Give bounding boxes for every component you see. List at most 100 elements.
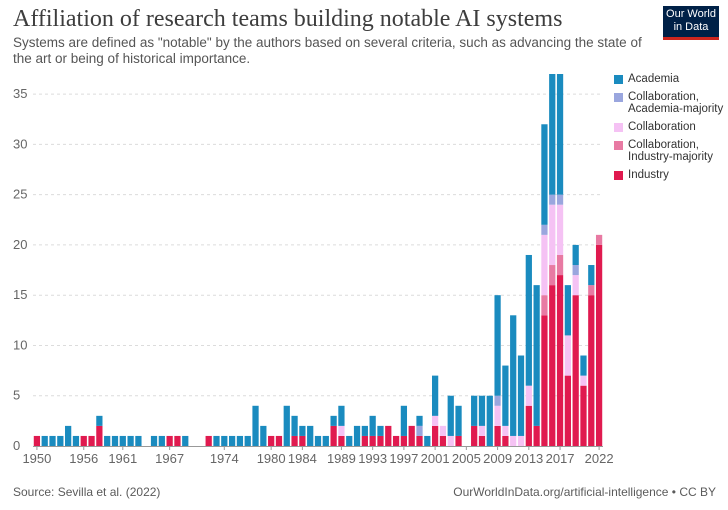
legend-swatch bbox=[614, 93, 623, 102]
bar-segment bbox=[205, 435, 212, 446]
bar-segment bbox=[510, 315, 517, 436]
credit-link[interactable]: OurWorldInData.org/artificial-intelligen… bbox=[453, 485, 716, 499]
bar-segment bbox=[96, 415, 103, 426]
legend-swatch bbox=[614, 123, 623, 132]
bar-segment bbox=[549, 285, 556, 446]
bar-segment bbox=[338, 405, 345, 426]
bar-segment bbox=[104, 435, 111, 446]
bar-segment bbox=[275, 435, 283, 446]
legend-item[interactable]: Industry bbox=[614, 169, 726, 181]
bar-segment bbox=[588, 265, 595, 286]
bar-segment bbox=[580, 355, 587, 376]
bar-segment bbox=[392, 435, 400, 446]
y-tick-label: 10 bbox=[13, 337, 27, 352]
bar-segment bbox=[150, 435, 158, 446]
bar-segment bbox=[299, 435, 306, 446]
bar-segment bbox=[525, 385, 532, 406]
bar-segment bbox=[541, 224, 548, 235]
bar-segment bbox=[338, 435, 345, 446]
bar-segment bbox=[572, 275, 579, 296]
bar-segment bbox=[447, 395, 454, 436]
x-tick-label: 2009 bbox=[483, 451, 512, 466]
bar-segment bbox=[556, 254, 564, 276]
y-tick-label: 0 bbox=[13, 438, 20, 453]
bar-segment bbox=[556, 194, 564, 205]
legend-label: Collaboration bbox=[628, 121, 696, 133]
bar-segment bbox=[260, 425, 267, 446]
bar-segment bbox=[549, 265, 556, 286]
bar-segment bbox=[541, 234, 548, 296]
bar-segment bbox=[377, 435, 384, 446]
bar-segment bbox=[541, 315, 548, 446]
bar-segment bbox=[88, 435, 95, 446]
logo-line-2: in Data bbox=[673, 21, 709, 33]
bar-segment bbox=[33, 435, 41, 446]
bar-segment bbox=[572, 295, 579, 446]
grid-lines bbox=[33, 93, 603, 397]
legend: Academia Collaboration, Academia-majority… bbox=[614, 73, 726, 187]
bar-segment bbox=[439, 425, 447, 436]
x-tick-label: 2017 bbox=[546, 451, 575, 466]
y-tick-label: 30 bbox=[13, 136, 27, 151]
bar-segment bbox=[533, 425, 540, 446]
source-note: Source: Sevilla et al. (2022) bbox=[13, 485, 161, 499]
legend-item[interactable]: Collaboration, Academia-majority bbox=[614, 91, 726, 115]
bar-segment bbox=[541, 124, 548, 225]
bar-segment bbox=[41, 435, 48, 446]
bar-segment bbox=[502, 365, 509, 426]
bar-segment bbox=[221, 435, 228, 446]
x-tick-label: 2001 bbox=[421, 451, 450, 466]
bar-segment bbox=[182, 435, 189, 446]
x-tick-label: 1989 bbox=[327, 451, 356, 466]
chart-title: Affiliation of research teams building n… bbox=[13, 6, 563, 32]
bar-segment bbox=[502, 435, 509, 446]
y-tick-label: 25 bbox=[13, 187, 27, 202]
y-tick-label: 5 bbox=[13, 388, 20, 403]
bar-segment bbox=[252, 405, 259, 446]
bar-segment bbox=[564, 375, 571, 446]
x-tick-label: 2022 bbox=[585, 451, 614, 466]
bar-segment bbox=[588, 295, 595, 446]
bar-segment bbox=[471, 425, 478, 446]
bar-segment bbox=[432, 375, 439, 416]
bar-segment bbox=[369, 415, 376, 436]
legend-label: Academia bbox=[628, 73, 680, 85]
bar-segment bbox=[330, 415, 337, 426]
legend-item[interactable]: Collaboration, Industry-majority bbox=[614, 139, 726, 163]
bar-segment bbox=[174, 435, 181, 446]
bar-segment bbox=[549, 204, 556, 266]
chart-subtitle: Systems are defined as "notable" by the … bbox=[13, 35, 642, 66]
bar-segment bbox=[353, 425, 361, 446]
bar-segment bbox=[96, 425, 103, 446]
bar-segment bbox=[478, 425, 486, 436]
bar-segment bbox=[213, 435, 220, 446]
x-tick-label: 1984 bbox=[288, 451, 317, 466]
bar-segment bbox=[416, 415, 423, 426]
bar-segment bbox=[556, 275, 564, 446]
bar-series bbox=[33, 74, 603, 446]
bar-segment bbox=[494, 395, 501, 406]
bar-segment bbox=[556, 204, 564, 255]
bar-segment bbox=[572, 265, 579, 276]
bar-segment bbox=[338, 425, 345, 436]
bar-segment bbox=[580, 375, 587, 386]
bar-segment bbox=[478, 395, 486, 426]
x-tick-label: 1980 bbox=[257, 451, 286, 466]
bar-segment bbox=[111, 435, 119, 446]
bar-segment bbox=[135, 435, 142, 446]
x-tick-label: 1997 bbox=[389, 451, 418, 466]
bar-segment bbox=[166, 435, 173, 446]
bar-segment bbox=[65, 425, 72, 446]
bar-segment bbox=[564, 285, 571, 336]
bar-segment bbox=[119, 435, 126, 446]
bar-segment bbox=[525, 254, 532, 386]
owid-logo[interactable]: Our World in Data bbox=[663, 6, 719, 40]
legend-item[interactable]: Academia bbox=[614, 73, 726, 85]
bar-segment bbox=[595, 234, 603, 245]
legend-item[interactable]: Collaboration bbox=[614, 121, 726, 133]
bar-segment bbox=[517, 355, 525, 436]
bar-segment bbox=[244, 435, 251, 446]
y-tick-label: 35 bbox=[13, 86, 27, 101]
x-tick-label: 2013 bbox=[514, 451, 543, 466]
